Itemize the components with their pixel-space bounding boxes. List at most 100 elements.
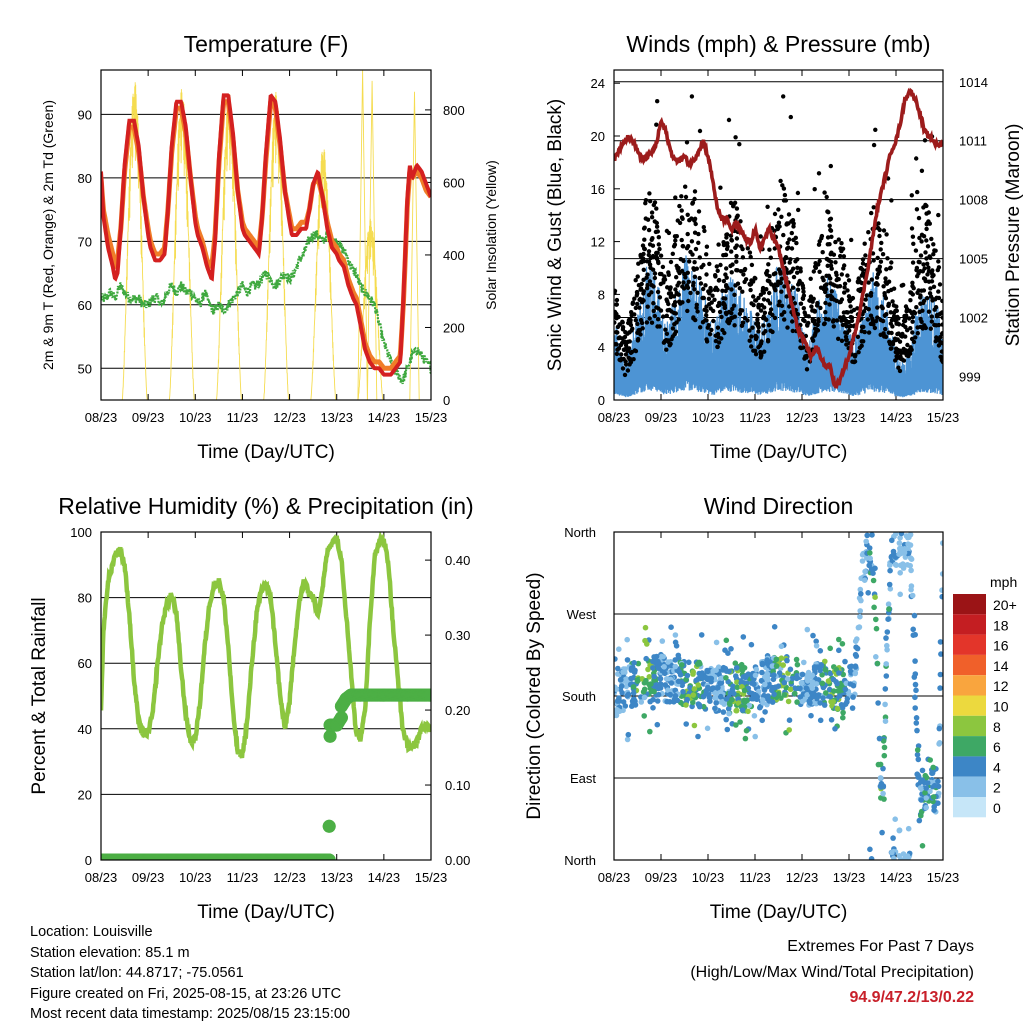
wind-gust-point [779,312,784,317]
wind-gust-point [777,279,782,285]
wind-gust-point [828,163,833,169]
wind-gust-point [800,296,806,301]
wind-gust-point [652,271,658,276]
wind-gust-point [666,339,671,344]
wind-gust-point [656,260,661,266]
dir-point [759,660,766,667]
dir-point [913,715,920,721]
wind-gust-point [874,275,880,280]
wind-gust-point [764,272,770,277]
wind-gust-point [637,297,642,302]
wind-gust-point [676,317,681,322]
wind-gust-point [795,270,800,275]
wind-gust-point [866,307,871,312]
dir-point [769,663,776,669]
wind-gust-point [849,318,855,323]
dir-point [936,740,943,746]
dir-point [911,612,918,619]
wind-gust-point [654,220,659,226]
wind-gust-point [822,190,827,195]
wind-gust-point [860,261,866,266]
wind-gust-point [751,302,756,308]
wind-gust-point [658,253,664,258]
wind-gust-point [615,330,620,335]
wind-gust-point [859,339,864,344]
dir-point [646,674,653,680]
dir-xtick-label: 12/23 [786,870,819,885]
dir-point [910,626,916,633]
wind-xlabel: Time (Day/UTC) [710,442,848,463]
wind-gust-point [654,224,660,229]
wind-gust-point [916,215,922,221]
wind-gust-point [712,297,717,302]
wind-gust-point [734,236,740,241]
wind-gust-point [882,291,887,296]
dir-point [809,672,816,679]
dir-point [746,702,753,709]
wind-gust-point [919,239,924,244]
dir-point [726,710,732,717]
wind-gust-point [692,196,697,202]
wind-gust-point [703,318,708,323]
wind-gust-point [866,230,871,235]
dir-point [672,663,679,670]
wind-gust-point [634,289,640,295]
dir-point [644,641,650,647]
wind-gust-point [649,215,655,220]
wind-gust-point [871,322,876,327]
wind-gust-point [696,231,701,237]
wind-gust-point [829,295,835,300]
wind-gust-point [750,325,755,330]
wind-gust-point [830,319,836,324]
wind-gust-point [745,246,750,251]
wind-gust-point [785,270,790,275]
wind-gust-point [715,268,720,273]
wind-gust-point [656,235,661,240]
temp-y2tick-label: 400 [443,248,465,263]
wind-gust-point [816,319,821,324]
wind-gust-point [756,302,761,307]
wind-gust-point [781,94,786,99]
wind-gust-point [694,302,699,307]
wind-gust-point [787,260,792,265]
dir-point [830,676,837,683]
wind-gust-point [847,299,852,304]
wind-gust-point [708,285,713,291]
dir-point [672,657,679,663]
wind-gust-point [915,189,920,195]
wind-gust-point [936,265,942,270]
wind-gust-point [788,114,793,120]
wind-gust-point [654,250,659,256]
dir-point [759,697,766,703]
dir-legend-swatch [953,614,986,635]
dir-point [882,718,889,724]
dir-point [641,694,648,701]
dir-point [717,693,724,700]
dir-point [887,586,894,592]
wind-gust-point [815,322,820,328]
wind-gust-point [767,247,772,252]
wind-gust-point [768,307,774,312]
wind-gust-point [932,248,937,253]
rh-xtick-label: 12/23 [273,870,306,885]
dir-point [781,679,788,686]
wind-gust-point [651,308,656,314]
wind-gust-point [657,324,662,329]
wind-gust-point [633,278,638,283]
wind-gust-point [729,270,734,275]
wind-gust-point [680,243,685,249]
dir-point [869,532,875,538]
wind-gust-point [895,321,900,326]
wind-gust-point [644,320,650,325]
temp-xtick-label: 12/23 [273,410,306,425]
wind-gust-point [871,205,876,210]
wind-gust-point [719,336,724,341]
wind-gust-point [617,322,622,327]
dir-point [937,671,943,678]
wind-gust-point [698,281,704,286]
wind-gust-point [729,310,734,316]
wind-gust-point [737,286,742,291]
dir-point [885,616,891,622]
wind-gust-point [732,323,737,328]
wind-gust-point [630,326,635,331]
